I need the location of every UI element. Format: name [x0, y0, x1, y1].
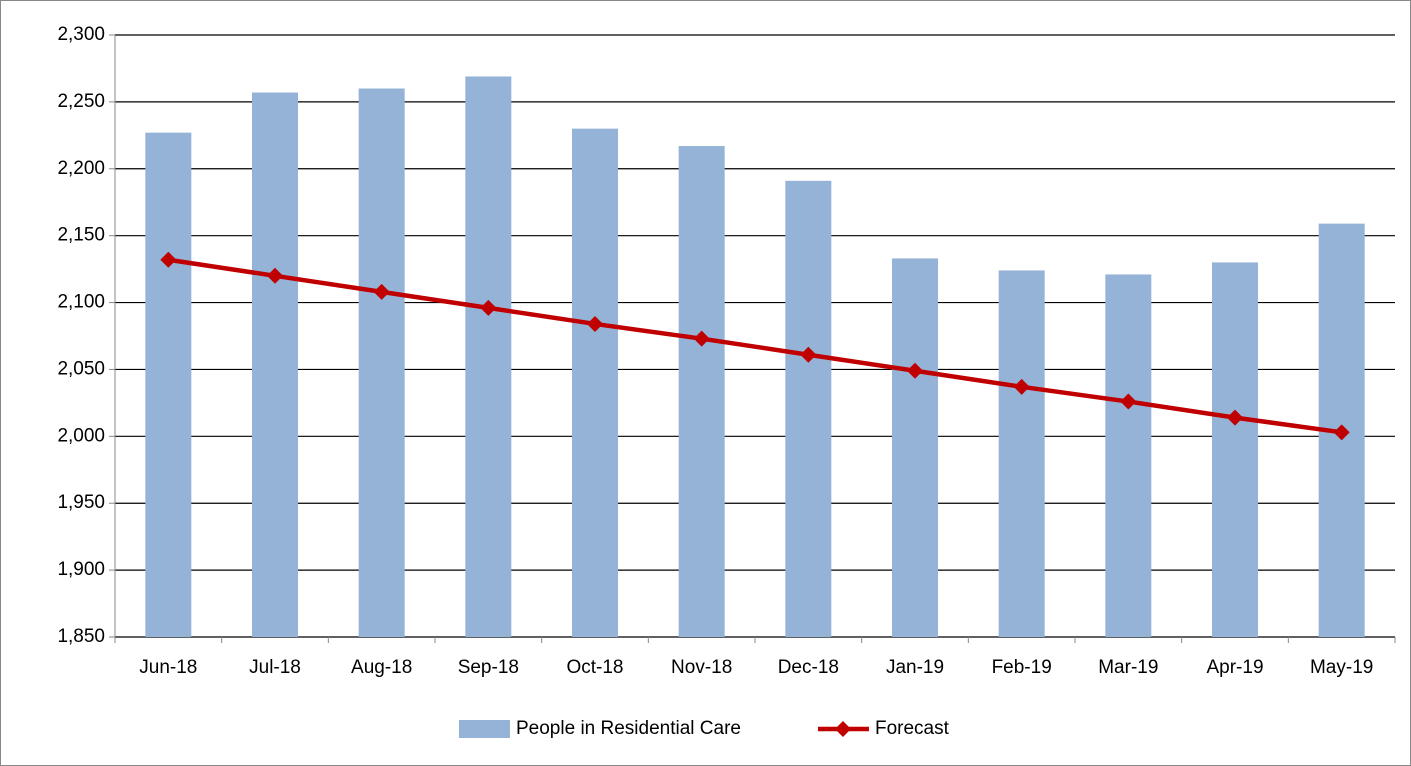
- bar: [998, 270, 1045, 637]
- x-tick-label: Dec-18: [778, 657, 839, 678]
- legend-label: People in Residential Care: [516, 718, 741, 739]
- y-tick-label: 2,150: [57, 225, 105, 246]
- bar: [465, 76, 512, 637]
- forecast-marker: [587, 315, 603, 332]
- bar: [785, 180, 832, 637]
- bar: [1105, 274, 1152, 637]
- forecast-marker: [693, 330, 710, 347]
- x-tick-label: Jul-18: [249, 657, 301, 678]
- x-tick-label: Mar-19: [1098, 657, 1158, 678]
- bar: [1212, 262, 1258, 637]
- y-tick-label: 2,000: [57, 425, 105, 446]
- x-tick-label: May-19: [1310, 657, 1373, 678]
- forecast-marker: [1120, 393, 1137, 410]
- bar: [358, 88, 405, 637]
- y-tick-label: 2,050: [57, 358, 105, 379]
- forecast-marker: [373, 283, 390, 300]
- forecast-marker: [1227, 409, 1243, 426]
- x-tick-label: Jun-18: [139, 657, 197, 678]
- forecast-marker: [907, 362, 923, 379]
- bar: [678, 146, 725, 637]
- forecast-marker: [1333, 424, 1350, 441]
- y-tick-label: 2,200: [57, 158, 105, 179]
- y-tick-label: 1,900: [57, 559, 105, 580]
- forecast-marker: [1013, 378, 1030, 395]
- bar: [572, 128, 618, 637]
- bar: [252, 92, 298, 638]
- x-tick-label: Feb-19: [992, 657, 1052, 678]
- x-tick-label: Oct-18: [566, 657, 623, 678]
- x-tick-label: Aug-18: [351, 657, 412, 678]
- legend-label: Forecast: [875, 718, 950, 739]
- bar: [145, 132, 192, 637]
- y-tick-label: 2,100: [57, 292, 105, 313]
- x-tick-label: Apr-19: [1206, 657, 1263, 678]
- forecast-line: [167, 257, 1342, 435]
- y-tick-label: 2,300: [57, 24, 105, 45]
- y-tick-label: 1,850: [57, 626, 105, 647]
- bar: [892, 258, 938, 637]
- x-tick-label: Nov-18: [671, 657, 732, 678]
- x-tick-label: Sep-18: [458, 657, 519, 678]
- legend-swatch: [459, 720, 510, 738]
- legend-marker: [834, 721, 851, 737]
- forecast-marker: [480, 299, 497, 316]
- y-tick-label: 1,950: [57, 492, 105, 513]
- forecast-marker: [160, 251, 177, 268]
- y-tick-label: 2,250: [57, 91, 105, 112]
- forecast-marker: [267, 267, 283, 284]
- x-tick-label: Jan-19: [886, 657, 944, 678]
- forecast-marker: [800, 346, 817, 363]
